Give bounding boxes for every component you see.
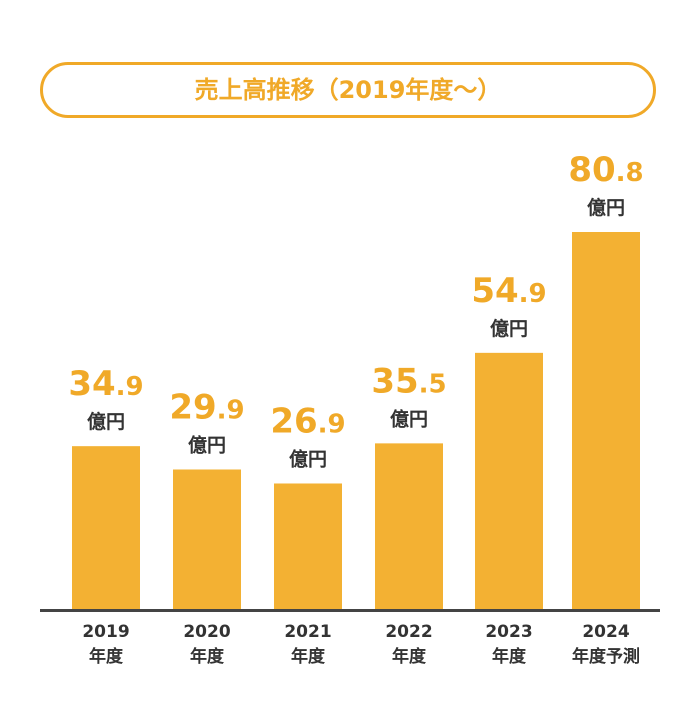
value-label-integer: 34	[68, 364, 115, 404]
x-tick-suffix-2023: 年度	[492, 646, 527, 667]
value-label-2020: 29.9	[169, 387, 244, 427]
value-label-decimal: .5	[419, 369, 447, 399]
x-tick-year-2024: 2024	[582, 622, 629, 642]
x-tick-suffix-2024: 年度予測	[572, 646, 640, 667]
unit-label-2022: 億円	[390, 407, 428, 430]
x-tick-year-2019: 2019	[82, 622, 129, 642]
unit-label-2020: 億円	[188, 433, 226, 456]
x-tick-year-2023: 2023	[485, 622, 532, 642]
value-label-integer: 80	[568, 150, 615, 190]
value-label-decimal: .9	[318, 409, 346, 439]
chart-title-frame: 売上高推移（2019年度〜）	[40, 62, 656, 118]
value-label-integer: 35	[371, 361, 418, 401]
value-label-integer: 29	[169, 387, 216, 427]
x-tick-suffix-2022: 年度	[392, 646, 427, 667]
chart-title: 売上高推移（2019年度〜）	[194, 76, 502, 104]
value-label-2022: 35.5	[371, 361, 446, 401]
unit-label-2023: 億円	[490, 317, 528, 340]
x-tick-year-2022: 2022	[385, 622, 432, 642]
unit-label-2021: 億円	[289, 447, 327, 470]
value-label-decimal: .9	[519, 279, 547, 309]
bar-2024	[572, 232, 640, 609]
x-tick-year-2021: 2021	[284, 622, 331, 642]
value-label-integer: 26	[270, 401, 317, 441]
bar-2019	[72, 446, 140, 609]
value-label-decimal: .9	[217, 395, 245, 425]
value-label-2021: 26.9	[270, 401, 345, 441]
value-label-2023: 54.9	[471, 271, 546, 311]
value-label-integer: 54	[471, 271, 518, 311]
x-tick-suffix-2020: 年度	[190, 646, 225, 667]
value-label-2024: 80.8	[568, 150, 643, 190]
value-label-2019: 34.9	[68, 364, 143, 404]
unit-label-2019: 億円	[87, 410, 125, 433]
x-tick-suffix-2021: 年度	[291, 646, 326, 667]
bar-2023	[475, 352, 543, 609]
x-tick-suffix-2019: 年度	[89, 646, 124, 667]
bar-2020	[173, 469, 241, 609]
value-label-decimal: .8	[616, 158, 644, 188]
bar-2021	[274, 483, 342, 609]
unit-label-2024: 億円	[587, 196, 625, 219]
x-tick-year-2020: 2020	[183, 622, 230, 642]
value-label-decimal: .9	[116, 372, 144, 402]
bar-2022	[375, 443, 443, 609]
